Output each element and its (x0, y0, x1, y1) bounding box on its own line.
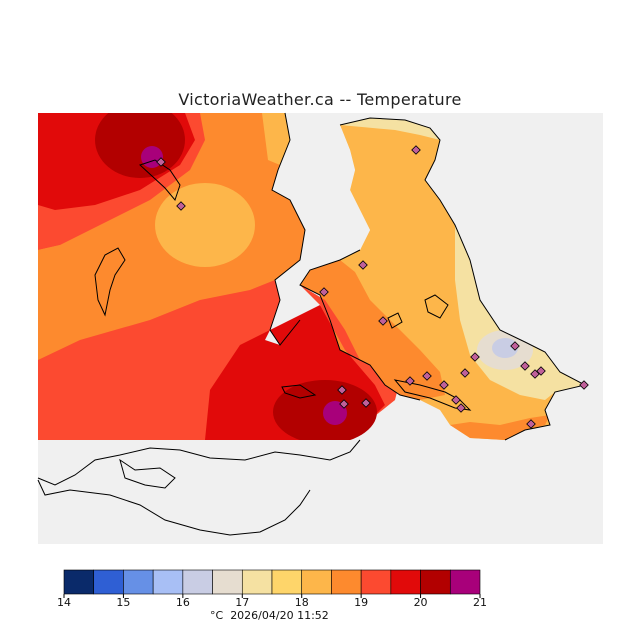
legend-swatch (182, 569, 213, 595)
station-marker (378, 316, 388, 326)
station-marker (422, 371, 432, 381)
legend-tick-label: 18 (294, 596, 309, 609)
station-marker (536, 366, 546, 376)
station-marker (411, 145, 421, 155)
legend-caption: °C 2026/04/20 11:52 (210, 609, 329, 622)
legend-swatch (271, 569, 303, 595)
legend-tick-label: 16 (175, 596, 190, 609)
station-marker (156, 157, 166, 167)
legend-swatch (93, 569, 124, 595)
station-marker (337, 385, 347, 395)
station-marker (361, 398, 371, 408)
legend-swatch (449, 569, 481, 595)
coastlines (37, 112, 587, 536)
station-marker (451, 395, 461, 405)
temperature-field (38, 113, 585, 440)
station-marker (579, 380, 589, 390)
legend-unit: °C (210, 609, 224, 622)
timestamp: 2026/04/20 11:52 (230, 609, 329, 622)
legend-tick-label: 17 (235, 596, 250, 609)
station-marker (439, 380, 449, 390)
station-marker (319, 287, 329, 297)
legend-tick-label: 14 (57, 596, 71, 609)
station-markers (156, 145, 589, 429)
water (265, 113, 603, 440)
station-marker (339, 399, 349, 409)
legend-swatch (360, 569, 392, 595)
station-marker (456, 403, 466, 413)
legend-swatch (152, 569, 184, 595)
station-marker (526, 419, 536, 429)
legend-swatch (390, 569, 421, 595)
station-marker (520, 361, 530, 371)
station-marker (460, 368, 470, 378)
station-marker (405, 376, 415, 386)
station-marker (176, 201, 186, 211)
legend-swatch (301, 569, 332, 595)
legend-colorbar (63, 569, 481, 598)
legend-tick-label: 15 (116, 596, 131, 609)
legend-swatch (212, 569, 243, 595)
legend-swatch (63, 569, 95, 595)
map-title: VictoriaWeather.ca -- Temperature (178, 90, 462, 109)
station-marker (510, 341, 520, 351)
station-marker (470, 352, 480, 362)
legend-tick-label: 19 (354, 596, 369, 609)
legend-swatch (331, 569, 362, 595)
legend-swatch (123, 569, 154, 595)
legend-tick-label: 21 (473, 596, 487, 609)
legend-swatch (420, 569, 451, 595)
station-marker (358, 260, 368, 270)
legend-tick-label: 20 (413, 596, 428, 609)
legend-swatch (241, 569, 273, 595)
